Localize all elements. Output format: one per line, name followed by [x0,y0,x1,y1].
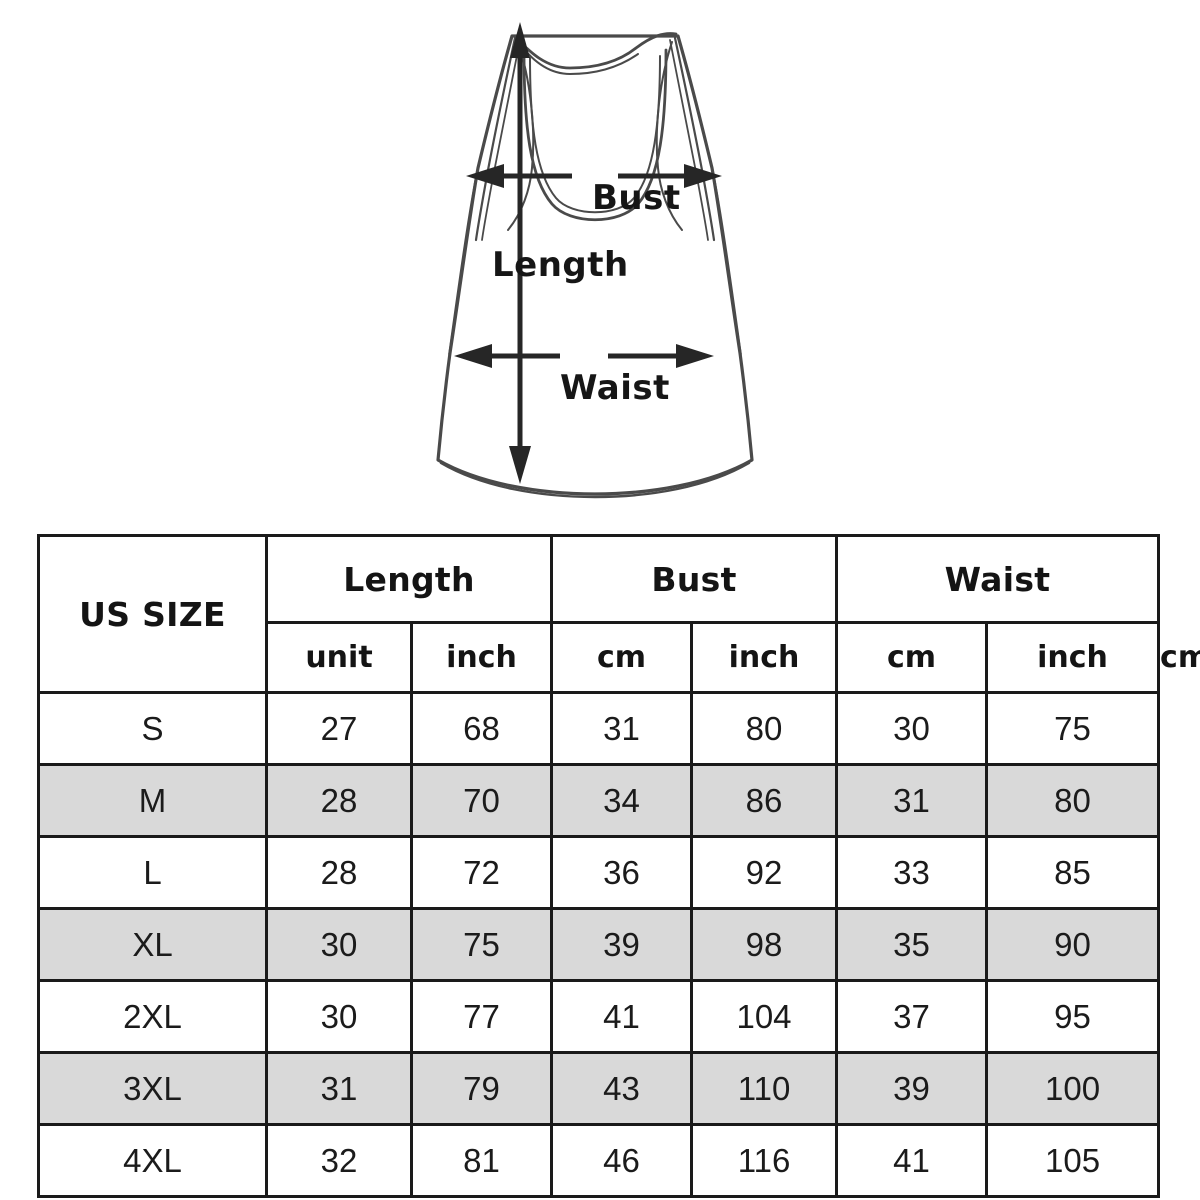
cell-bust-inch: 34 [550,763,693,838]
header-length: Length [265,534,553,624]
header-bust: Bust [549,534,839,624]
cell-size: S [37,691,268,766]
cell-size: XL [37,907,268,982]
cell-waist-inch: 41 [835,1123,989,1198]
unit-cell-waist-inch: inch [985,621,1161,694]
cell-size: M [37,763,268,838]
cell-length-cm: 70 [410,763,553,838]
cell-waist-inch: 35 [835,907,989,982]
cell-bust-cm: 104 [689,979,839,1054]
cell-waist-cm: 75 [985,691,1161,766]
tank-top-illustration [436,22,754,499]
cell-bust-inch: 31 [550,691,693,766]
table-row: 2XL 30 77 41 104 37 95 [37,979,1161,1054]
cell-bust-inch: 36 [550,835,693,910]
cell-waist-inch: 31 [835,763,989,838]
table-row: L 28 72 36 92 33 85 [37,835,1161,910]
cell-waist-cm: 95 [985,979,1161,1054]
cell-bust-cm: 92 [689,835,839,910]
cell-waist-cm: 90 [985,907,1161,982]
bust-measurement-label: Bust [592,178,681,218]
table-group-header-row: US SIZE Length Bust Waist [37,534,1161,694]
cell-size: 3XL [37,1051,268,1126]
cell-waist-inch: 33 [835,835,989,910]
size-chart-table-container: US SIZE Length Bust Waist unit inch cm i… [37,534,1200,1198]
cell-size: L [37,835,268,910]
unit-cell-size: unit [265,621,413,694]
unit-cell-length-inch: inch [410,621,553,694]
cell-length-inch: 27 [265,691,413,766]
table-row: 4XL 32 81 46 116 41 105 [37,1123,1161,1198]
garment-diagram: Bust Length Waist [0,0,1200,530]
cell-length-inch: 28 [265,763,413,838]
unit-cell-length-cm: cm [550,621,693,694]
cell-length-cm: 77 [410,979,553,1054]
cell-waist-cm: 80 [985,763,1161,838]
table-row: S 27 68 31 80 30 75 [37,691,1161,766]
cell-bust-cm: 80 [689,691,839,766]
cell-waist-cm: 85 [985,835,1161,910]
cell-length-inch: 31 [265,1051,413,1126]
cell-length-inch: 28 [265,835,413,910]
cell-waist-cm: 105 [985,1123,1161,1198]
cell-length-cm: 72 [410,835,553,910]
cell-bust-cm: 86 [689,763,839,838]
cell-bust-cm: 110 [689,1051,839,1126]
header-us-size: US SIZE [37,534,268,694]
header-waist: Waist [835,534,1161,624]
cell-waist-cm: 100 [985,1051,1161,1126]
cell-waist-inch: 37 [835,979,989,1054]
unit-cell-bust-inch: inch [689,621,839,694]
cell-bust-inch: 43 [550,1051,693,1126]
unit-cell-bust-cm: cm [835,621,989,694]
cell-waist-inch: 39 [835,1051,989,1126]
table-row: 3XL 31 79 43 110 39 100 [37,1051,1161,1126]
cell-bust-inch: 41 [550,979,693,1054]
cell-bust-inch: 46 [550,1123,693,1198]
cell-size: 2XL [37,979,268,1054]
waist-measurement-label: Waist [560,368,670,408]
size-chart-table-body: S 27 68 31 80 30 75 M 28 70 34 86 31 80 L 28 72 36 92 33 85 X… [37,691,1161,1198]
length-measurement-label: Length [492,245,629,285]
cell-length-cm: 68 [410,691,553,766]
cell-length-inch: 30 [265,907,413,982]
cell-bust-cm: 116 [689,1123,839,1198]
cell-bust-cm: 98 [689,907,839,982]
cell-waist-inch: 30 [835,691,989,766]
table-row: M 28 70 34 86 31 80 [37,763,1161,838]
cell-length-cm: 79 [410,1051,553,1126]
cell-length-inch: 32 [265,1123,413,1198]
size-chart-table: US SIZE Length Bust Waist unit inch cm i… [37,534,1200,1198]
cell-bust-inch: 39 [550,907,693,982]
cell-length-cm: 75 [410,907,553,982]
table-unit-header-row: unit inch cm inch cm inch cm [39,621,1200,694]
cell-size: 4XL [37,1123,268,1198]
cell-length-inch: 30 [265,979,413,1054]
cell-length-cm: 81 [410,1123,553,1198]
table-row: XL 30 75 39 98 35 90 [37,907,1161,982]
